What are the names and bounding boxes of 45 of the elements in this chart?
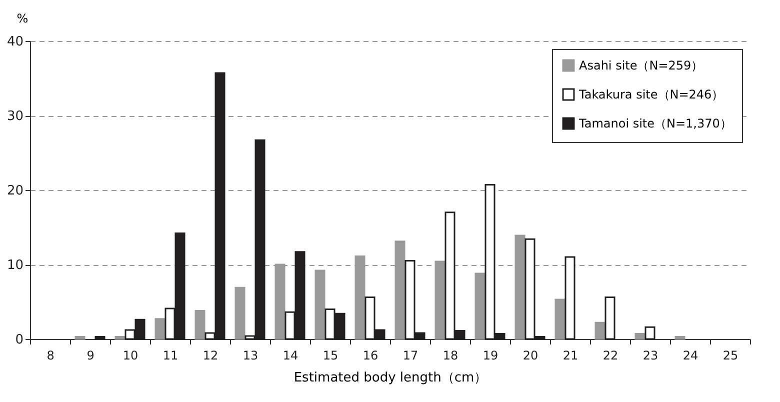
y-tick-label: 10 [6, 258, 24, 273]
bar [194, 310, 206, 340]
bar [554, 298, 566, 340]
x-tick-label: 21 [562, 348, 578, 362]
x-tick-label: 13 [242, 348, 258, 362]
y-axis-title: % [16, 12, 28, 26]
x-tick-label: 23 [642, 348, 658, 362]
legend-label: Tamanoi site（N=1,370） [578, 116, 732, 130]
bar [314, 270, 326, 340]
legend-label: Takakura site（N=246） [578, 88, 724, 102]
x-tick-label: 16 [362, 348, 378, 362]
bar [74, 336, 86, 340]
x-tick-label: 11 [162, 348, 178, 362]
x-tick-label: 17 [402, 348, 418, 362]
legend-label: Asahi site（N=259） [579, 58, 704, 72]
x-tick-label: 10 [122, 348, 138, 362]
bar [604, 296, 616, 340]
bar [94, 336, 106, 340]
bar [514, 234, 526, 340]
x-tick-label: 20 [522, 348, 538, 362]
bar [634, 333, 646, 340]
bar [154, 318, 166, 340]
bar [114, 336, 126, 340]
x-tick-label: 14 [282, 348, 298, 362]
x-tick-label: 19 [482, 348, 498, 362]
x-tick-label: 8 [46, 348, 54, 362]
bar [474, 272, 486, 340]
x-tick-label: 9 [86, 348, 94, 362]
bar [564, 256, 576, 340]
bar [594, 322, 606, 340]
x-tick-label: 12 [202, 348, 218, 362]
x-tick-label: 24 [682, 348, 698, 362]
bar [234, 286, 246, 340]
x-tick-label: 18 [442, 348, 458, 362]
x-tick-label: 15 [322, 348, 338, 362]
y-tick-label: 40 [6, 34, 24, 50]
x-tick-label: 25 [722, 348, 738, 362]
x-tick-label: 22 [602, 348, 618, 362]
bar [434, 260, 446, 340]
y-tick-label: 20 [6, 184, 24, 198]
y-tick-label: 0 [15, 332, 24, 348]
x-axis-title: Estimated body length（cm） [294, 370, 488, 386]
bar [674, 336, 686, 340]
bar [644, 326, 656, 340]
y-tick-label: 30 [6, 109, 24, 124]
